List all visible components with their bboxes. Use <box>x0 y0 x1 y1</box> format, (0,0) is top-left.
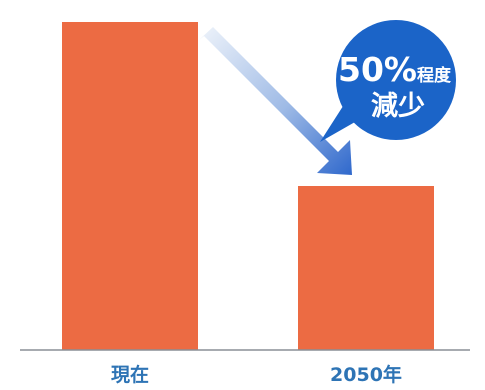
callout-line2: 減少 <box>371 91 425 122</box>
reduction-arrow <box>199 27 352 175</box>
svg-text:50%程度: 50%程度 <box>338 50 452 89</box>
bar-1 <box>298 186 434 350</box>
callout-suffix: 程度 <box>417 65 452 86</box>
category-label-0: 現在 <box>111 363 149 386</box>
category-labels: 現在 2050年 <box>111 363 402 386</box>
callout-percent: 50% <box>338 50 417 89</box>
category-label-1: 2050年 <box>330 363 402 386</box>
bars-group <box>62 22 434 350</box>
reduction-callout-bubble: 50%程度 減少 <box>320 20 456 142</box>
bar-0 <box>62 22 198 350</box>
